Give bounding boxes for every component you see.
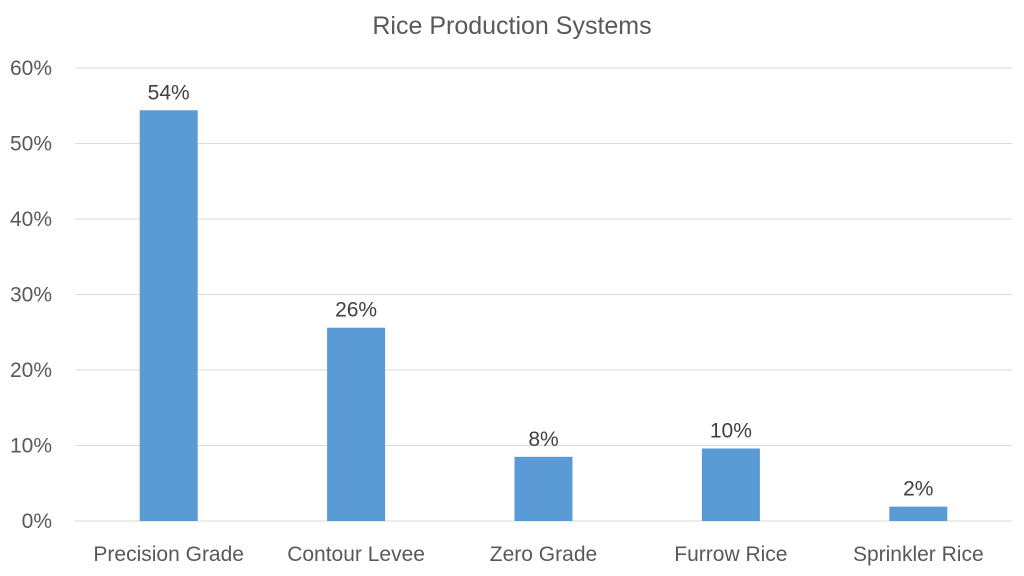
data-label: 2% bbox=[903, 478, 933, 501]
data-label: 54% bbox=[148, 81, 190, 104]
bar bbox=[139, 110, 198, 521]
y-tick-label: 0% bbox=[22, 510, 52, 533]
x-tick-label: Furrow Rice bbox=[674, 543, 787, 566]
bar bbox=[889, 506, 948, 521]
x-tick-label: Precision Grade bbox=[93, 543, 244, 566]
data-label: 26% bbox=[335, 299, 377, 322]
y-tick-label: 40% bbox=[10, 208, 52, 231]
y-tick-label: 20% bbox=[10, 359, 52, 382]
y-tick-label: 50% bbox=[10, 133, 52, 156]
data-label: 8% bbox=[528, 428, 558, 451]
chart-title: Rice Production Systems bbox=[372, 12, 652, 40]
y-tick-label: 30% bbox=[10, 284, 52, 307]
x-tick-label: Contour Levee bbox=[287, 543, 425, 566]
data-label: 10% bbox=[710, 420, 752, 443]
y-tick-label: 10% bbox=[10, 435, 52, 458]
x-tick-label: Zero Grade bbox=[490, 543, 597, 566]
bar bbox=[514, 456, 573, 521]
bar bbox=[701, 448, 760, 521]
x-tick-label: Sprinkler Rice bbox=[853, 543, 984, 566]
y-tick-label: 60% bbox=[10, 57, 52, 80]
bar bbox=[327, 327, 386, 521]
